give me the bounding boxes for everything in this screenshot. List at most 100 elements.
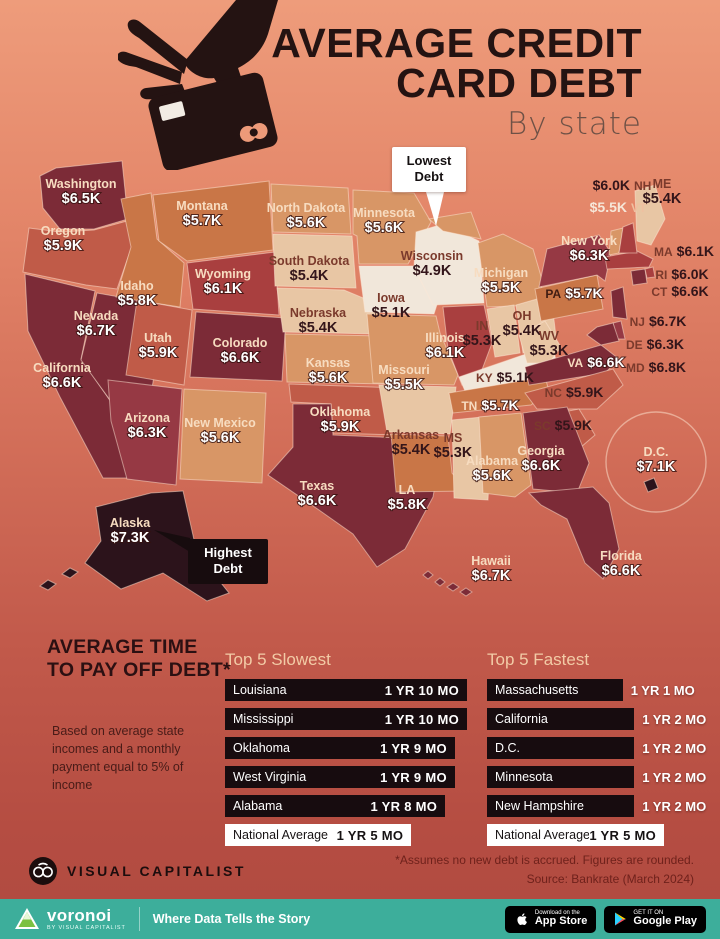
table-row: West Virginia 1 YR 9 MO <box>225 766 467 788</box>
state-label-SD: South Dakota $5.4K <box>269 254 351 284</box>
row-state: Oklahoma <box>233 741 290 755</box>
state-shape-HI <box>434 577 446 587</box>
state-label-WV: WV $5.3K <box>530 329 569 359</box>
table-title-fastest: Top 5 Fastest <box>487 650 590 669</box>
state-shape-ID <box>115 192 185 308</box>
state-label-IN: IN $5.3K <box>463 319 502 349</box>
state-label-ME: ME $5.4K <box>643 177 682 207</box>
row-state: New Hampshire <box>495 799 584 813</box>
dc-circle <box>605 411 707 513</box>
state-shape-NH <box>618 222 638 254</box>
table-rows-slowest: Louisiana 1 YR 10 MO Mississippi 1 YR 10 MO… <box>225 679 467 846</box>
state-label-OK: Oklahoma $5.9K <box>310 405 371 435</box>
table-row: Massachusetts 1 YR 1 MO <box>487 679 717 701</box>
state-label-TX: Texas $6.6K <box>298 479 337 509</box>
state-shape-MT <box>152 180 274 262</box>
state-label-MN: Minnesota $5.6K <box>353 206 416 236</box>
row-state: Mississippi <box>233 712 294 726</box>
state-shape-HI <box>422 570 434 580</box>
table-row: Mississippi 1 YR 10 MO <box>225 708 467 730</box>
table-row: Alabama 1 YR 8 MO <box>225 795 467 817</box>
state-shape-MN <box>352 189 432 265</box>
state-label-ID: Idaho $5.8K <box>118 279 157 309</box>
footer-divider <box>138 907 140 931</box>
state-shape-SD <box>272 233 357 289</box>
state-label-SC: SC $5.9K <box>534 417 592 433</box>
lowest-debt-callout: Lowest Debt <box>392 147 466 192</box>
national-average-row: National Average 1 YR 5 MO <box>225 824 467 846</box>
row-state: California <box>495 712 548 726</box>
state-shape-AK <box>61 567 79 579</box>
state-label-ND: North Dakota $5.6K <box>267 201 347 231</box>
state-shape-AK <box>39 579 57 591</box>
state-label-KS: Kansas $5.6K <box>306 356 351 386</box>
state-label-PA: PA $5.7K <box>545 285 602 301</box>
title-block: AVERAGE CREDIT CARD DEBT By state <box>240 20 642 142</box>
row-state: West Virginia <box>233 770 307 784</box>
state-shape-IN <box>486 304 521 358</box>
visual-capitalist-icon <box>29 857 57 885</box>
page-title: AVERAGE CREDIT CARD DEBT <box>240 20 642 106</box>
row-state: Massachusetts <box>495 683 579 697</box>
state-label-IL: Illinois $6.1K <box>425 331 465 361</box>
state-label-UT: Utah $5.9K <box>139 331 178 361</box>
title-line-1: AVERAGE CREDIT <box>271 20 642 66</box>
state-label-VT: $5.5K VT <box>590 199 647 215</box>
voronoi-footer-bar: voronoi BY VISUAL CAPITALIST Where Data … <box>0 899 720 939</box>
table-row: New Hampshire 1 YR 2 MO <box>487 795 717 817</box>
state-label-DC: D.C. $7.1K <box>637 445 676 475</box>
state-shape-MI <box>427 211 482 240</box>
state-label-WA: Washington $6.5K <box>45 177 116 207</box>
apple-icon <box>517 913 527 925</box>
state-shape-UT <box>125 299 193 386</box>
google-play-badge-name: Google Play <box>633 915 697 928</box>
state-label-VA: VA $6.6K <box>567 354 624 370</box>
state-shape-CO <box>189 311 287 382</box>
state-label-MT: Montana $5.7K <box>176 199 228 229</box>
voronoi-subtitle: BY VISUAL CAPITALIST <box>47 924 126 931</box>
state-label-NM: New Mexico $5.6K <box>184 416 256 446</box>
state-label-MD: MD $6.8K <box>626 359 686 375</box>
row-state: Minnesota <box>495 770 553 784</box>
national-average-row: National Average 1 YR 5 MO <box>487 824 717 846</box>
highest-debt-callout: Highest Debt <box>188 539 268 584</box>
hand-dropping-card-illustration <box>118 0 278 170</box>
state-label-IA: Iowa $5.1K <box>372 291 411 321</box>
state-label-GA: Georgia $6.6K <box>517 444 565 474</box>
state-shape-RI <box>644 266 656 279</box>
state-shape-WY <box>186 251 280 316</box>
payoff-heading: AVERAGE TIME TO PAY OFF DEBT* <box>47 636 231 681</box>
visual-capitalist-wordmark: VISUAL CAPITALIST <box>67 863 246 879</box>
app-store-badge[interactable]: Download on the App Store <box>504 905 597 933</box>
table-top5-fastest: Top 5 Fastest Massachusetts 1 YR 1 MO Cali… <box>487 650 717 853</box>
state-label-HI: Hawaii $6.7K <box>471 554 511 584</box>
google-play-badge[interactable]: GET IT ON Google Play <box>604 905 706 933</box>
row-time: 1 YR 9 MO <box>380 769 447 785</box>
voronoi-wordmark: voronoi <box>47 905 112 925</box>
state-shape-HI <box>446 582 460 592</box>
row-time: 1 YR 2 MO <box>642 740 707 756</box>
state-label-LA: LA $5.8K <box>388 483 427 513</box>
state-label-WY: Wyoming $6.1K <box>195 267 251 297</box>
title-line-2: CARD DEBT <box>396 59 642 106</box>
source-note: *Assumes no new debt is accrued. Figures… <box>334 851 694 888</box>
page-subtitle: By state <box>506 105 642 142</box>
state-label-AR: Arkansas $5.4K <box>383 428 439 458</box>
state-shape-KS <box>284 333 387 385</box>
row-state: D.C. <box>495 741 520 755</box>
row-time: 1 YR 2 MO <box>642 711 707 727</box>
row-time: 1 YR 10 MO <box>384 711 459 727</box>
state-shape-ND <box>270 183 352 235</box>
state-shape-FL <box>527 486 620 580</box>
state-shape-VA <box>524 344 620 386</box>
footnote-assumption: *Assumes no new debt is accrued. Figures… <box>395 853 694 867</box>
state-label-TN: TN $5.7K <box>461 397 518 413</box>
voronoi-logo: voronoi BY VISUAL CAPITALIST <box>14 907 126 932</box>
state-shape-NC <box>524 368 624 410</box>
state-label-NV: Nevada $6.7K <box>74 309 120 339</box>
state-label-FL: Florida $6.6K <box>600 549 643 579</box>
table-row: California 1 YR 2 MO <box>487 708 717 730</box>
state-label-RI: RI $6.0K <box>655 266 708 282</box>
state-shape-HI <box>459 587 473 597</box>
